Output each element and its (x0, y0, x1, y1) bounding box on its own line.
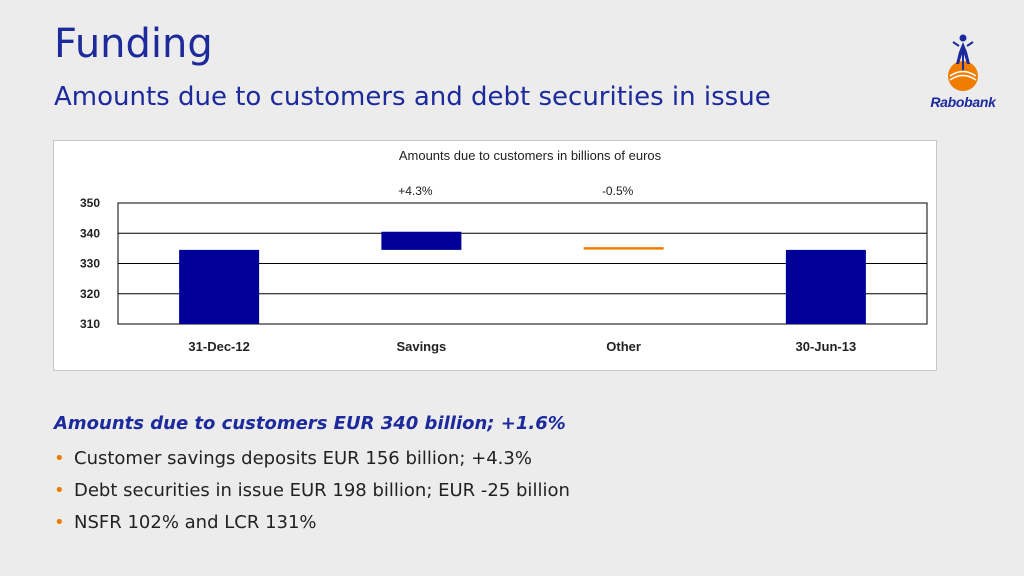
bullet-item: • NSFR 102% and LCR 131% (54, 510, 570, 542)
data-label: -0.5% (602, 184, 634, 198)
bullet-item: • Debt securities in issue EUR 198 billio… (54, 478, 570, 510)
chart-title: Amounts due to customers in billions of … (399, 148, 662, 163)
bullet-dot: • (54, 448, 65, 469)
bullet-item: • Customer savings deposits EUR 156 billi… (54, 446, 570, 478)
x-tick-label: 31-Dec-12 (188, 339, 249, 354)
waterfall-chart: Amounts due to customers in billions of … (80, 148, 928, 354)
bar (179, 249, 260, 324)
rabobank-logo-icon (948, 34, 978, 91)
summary-heading: Amounts due to customers EUR 340 billion… (54, 413, 566, 434)
bullet-text: Customer savings deposits EUR 156 billio… (74, 448, 532, 469)
bullet-text: NSFR 102% and LCR 131% (74, 512, 317, 533)
y-tick-label: 340 (80, 226, 100, 240)
bullet-dot: • (54, 512, 65, 533)
y-tick-label: 350 (80, 196, 100, 210)
data-label: +4.3% (398, 184, 433, 198)
bullet-dot: • (54, 480, 65, 501)
summary-bullets: • Customer savings deposits EUR 156 billi… (54, 446, 570, 542)
x-tick-label: Savings (396, 339, 446, 354)
bullet-text: Debt securities in issue EUR 198 billion… (74, 480, 570, 501)
y-tick-label: 310 (80, 317, 100, 331)
logo-text: Rabobank (930, 94, 996, 110)
slide-title: Funding (54, 21, 213, 67)
slide-subtitle: Amounts due to customers and debt securi… (54, 82, 771, 112)
x-tick-label: 30-Jun-13 (796, 339, 857, 354)
plot-frame (117, 202, 928, 325)
data-labels: +4.3% -0.5% (398, 184, 633, 198)
bar (785, 249, 866, 324)
x-axis-ticks: 31-Dec-12 Savings Other 30-Jun-13 (188, 339, 856, 354)
chart-bars (179, 231, 866, 324)
chart-panel: Amounts due to customers in billions of … (53, 140, 937, 371)
y-tick-label: 320 (80, 287, 100, 301)
bar (381, 231, 462, 250)
y-tick-label: 330 (80, 257, 100, 271)
y-axis-ticks: 350 340 330 320 310 (80, 196, 100, 331)
x-tick-label: Other (606, 339, 641, 354)
rabobank-logo: Rabobank (926, 30, 1000, 116)
